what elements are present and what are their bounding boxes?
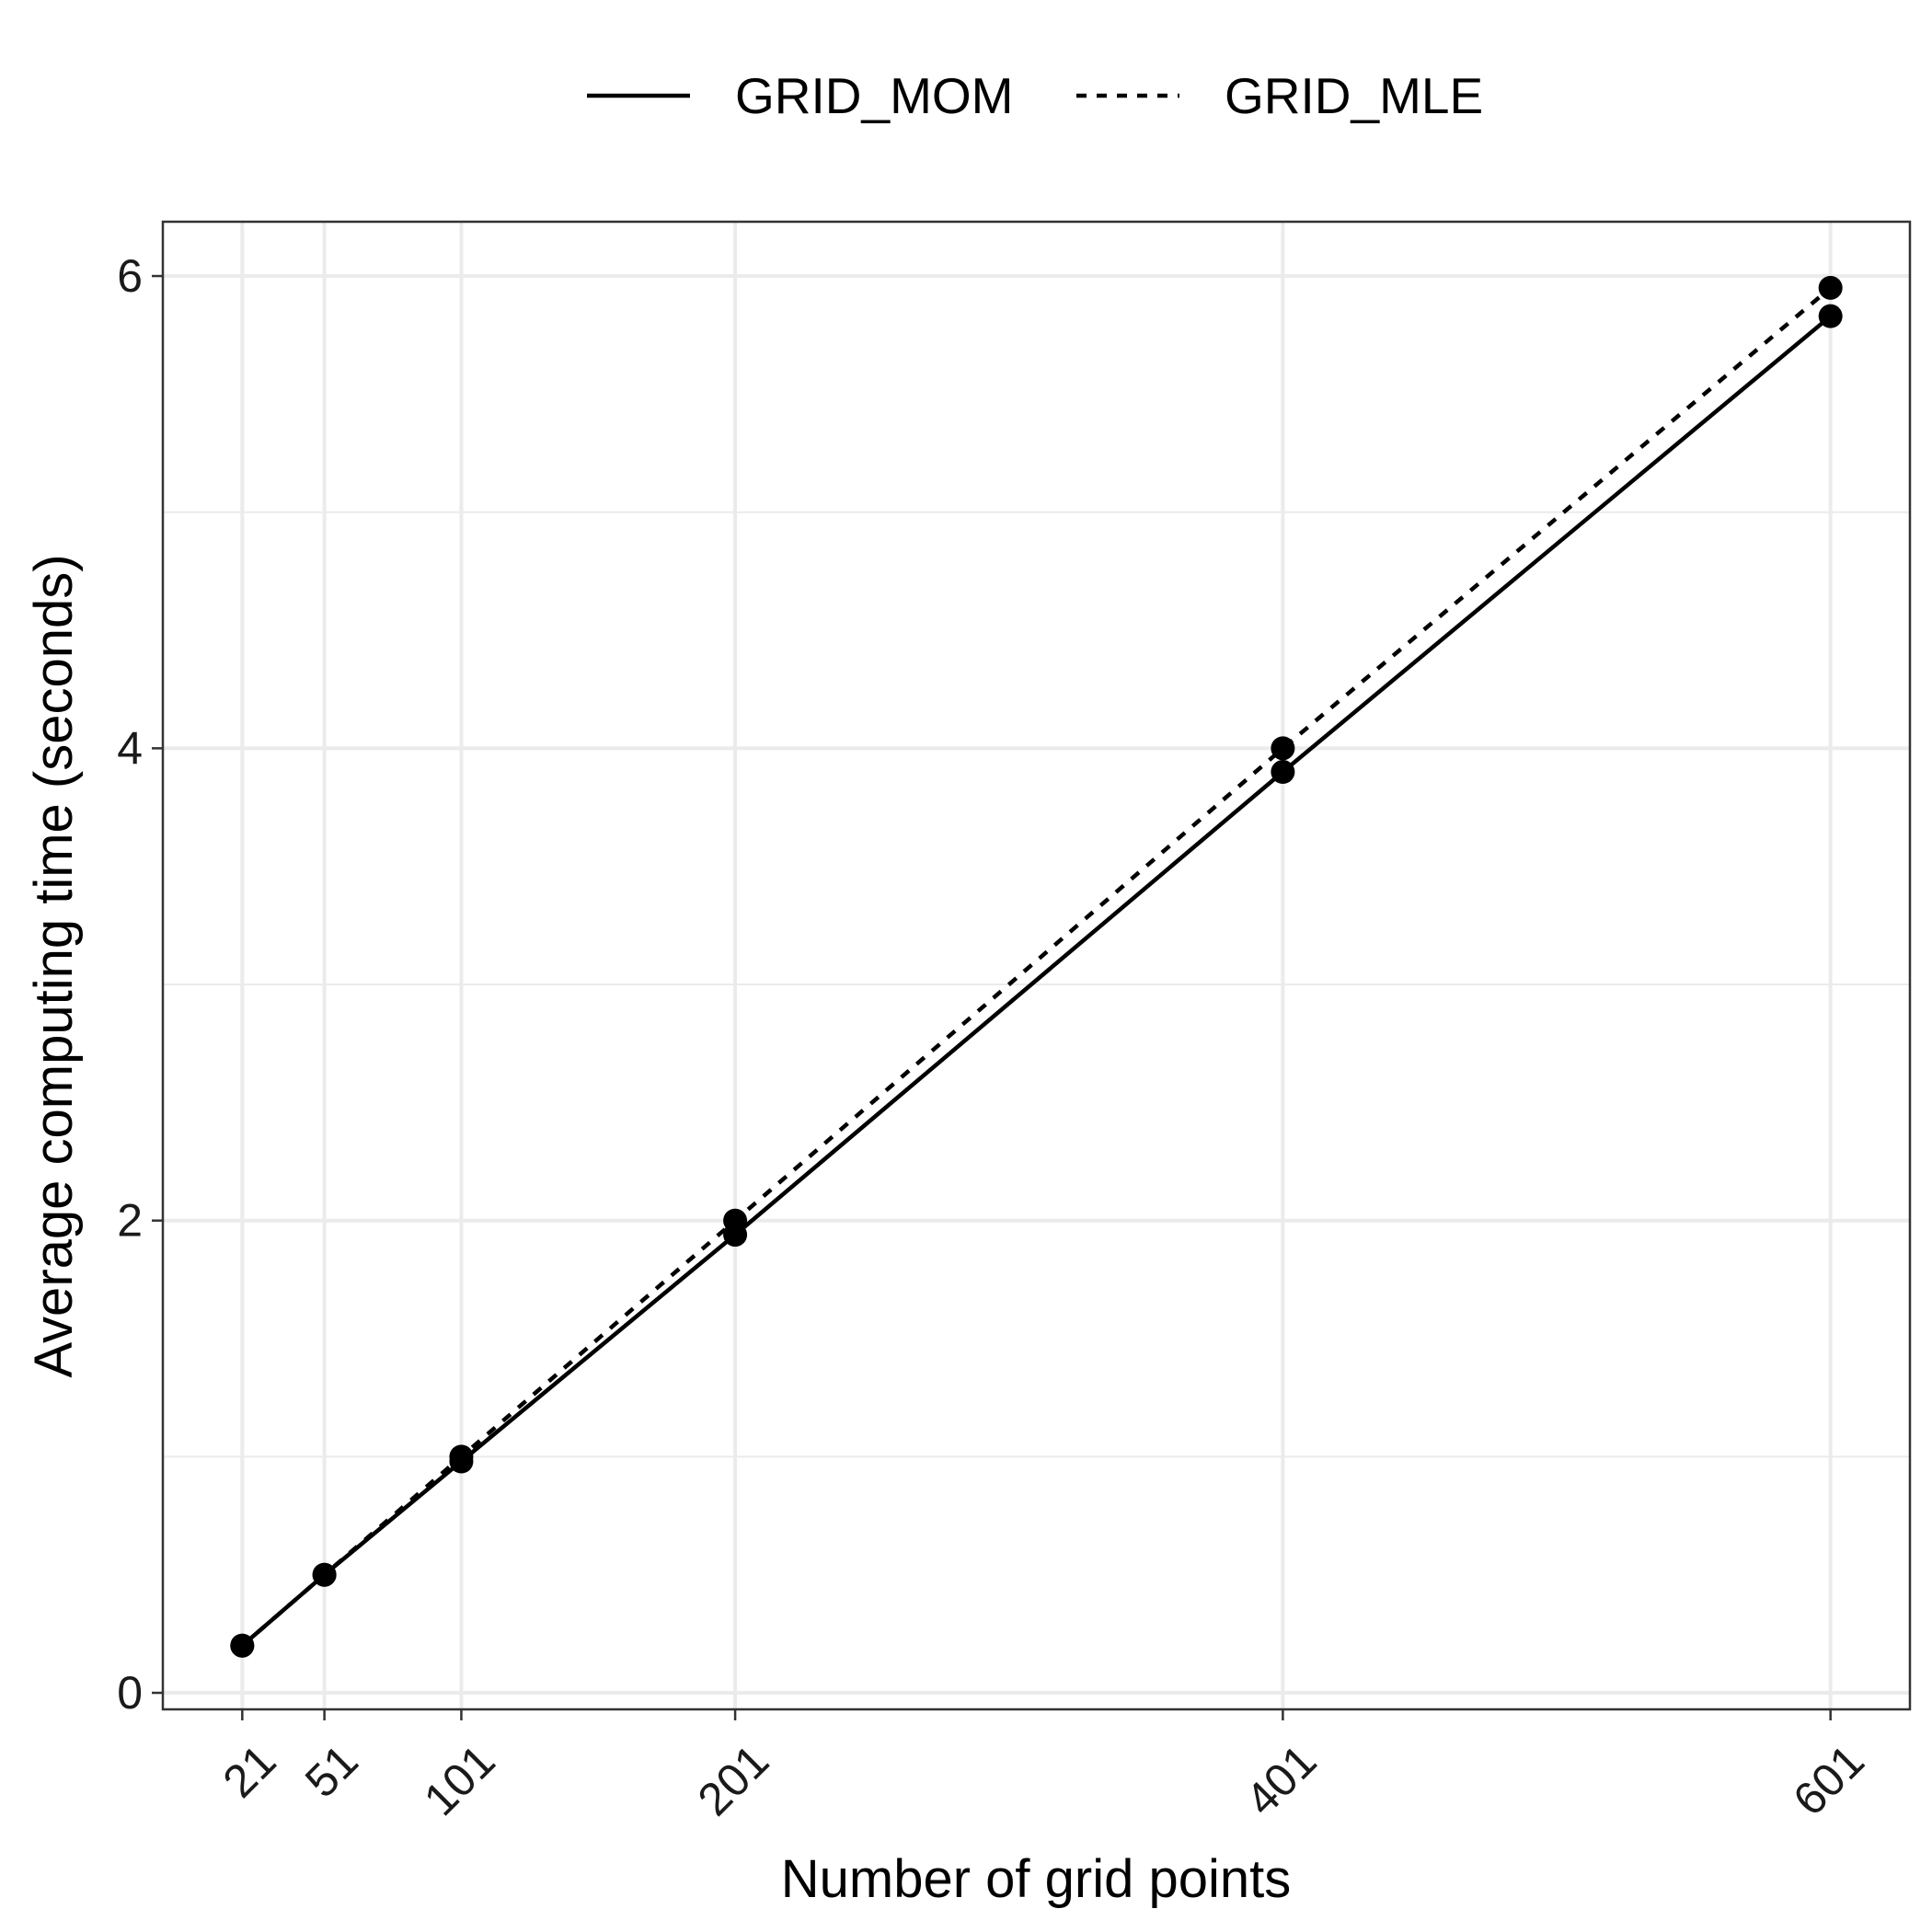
legend: GRID_MOM GRID_MLE — [587, 67, 1483, 124]
data-point-grid-mle — [1818, 275, 1843, 300]
series-points — [230, 275, 1843, 1658]
series-lines — [240, 286, 1833, 1648]
y-tick-label: 0 — [117, 1667, 143, 1719]
data-point-grid-mle — [449, 1444, 474, 1469]
data-point-grid-mle — [723, 1208, 748, 1233]
panel-border — [161, 220, 1912, 1711]
data-point-grid-mom — [1818, 304, 1843, 328]
legend-label-grid-mle: GRID_MLE — [1225, 67, 1483, 124]
data-point-grid-mle — [312, 1562, 337, 1587]
y-axis-title: Average computing time (seconds) — [24, 554, 84, 1377]
grid-major — [163, 222, 1910, 1709]
y-tick-label: 4 — [117, 722, 143, 774]
y-axis-ticks: 0 2 4 6 — [117, 250, 163, 1719]
data-point-grid-mom — [1271, 760, 1295, 785]
data-point-grid-mle — [1271, 736, 1295, 761]
x-axis-title: Number of grid points — [781, 1849, 1291, 1909]
data-point-grid-mle — [230, 1633, 255, 1658]
series-line-grid-mle — [240, 286, 1833, 1648]
legend-label-grid-mom: GRID_MOM — [735, 67, 1014, 124]
y-tick-label: 6 — [117, 250, 143, 302]
y-tick-label: 2 — [117, 1195, 143, 1247]
